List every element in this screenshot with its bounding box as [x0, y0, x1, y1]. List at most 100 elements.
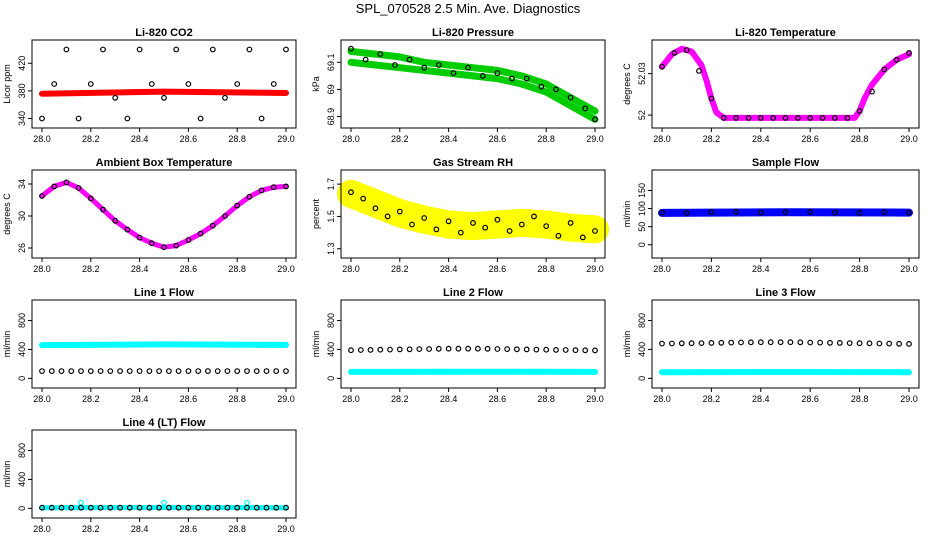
data-point: [246, 46, 253, 53]
data-point: [720, 114, 727, 121]
data-point: [450, 70, 457, 76]
chart-6: Sample Flow ml/min 28.0 28.2 28.4 28.6 28.8 29.…: [622, 157, 920, 274]
data-point: [846, 340, 853, 347]
y-axis-label: ml/min: [2, 331, 12, 358]
data-point: [283, 368, 289, 375]
data-point: [832, 114, 838, 121]
x-tick-label: 28.8: [228, 394, 246, 404]
y-tick-label: 50: [637, 222, 647, 232]
y-axis-label: percent: [311, 198, 321, 229]
y-tick-label: 0: [326, 376, 336, 381]
data-point: [592, 347, 598, 354]
plot-frame: [340, 169, 606, 259]
data-point: [470, 219, 476, 226]
data-point: [869, 88, 875, 95]
data-point: [757, 339, 764, 346]
data-point: [68, 504, 75, 511]
data-point: [844, 114, 851, 121]
data-point: [273, 368, 280, 375]
data-point: [234, 202, 241, 209]
data-point: [733, 114, 739, 121]
x-tick-label: 29.0: [586, 134, 604, 144]
data-point: [856, 107, 863, 114]
x-tick-label: 28.6: [180, 134, 198, 144]
data-point: [97, 368, 104, 375]
data-point: [117, 368, 123, 375]
data-point: [896, 340, 902, 347]
chart-3: Li-820 Temperature degrees C 28.0 28.2 28.4 2…: [622, 27, 920, 144]
data-point: [531, 213, 537, 220]
data-point: [475, 345, 481, 352]
data-point: [136, 46, 143, 53]
data-point: [836, 340, 843, 346]
x-tick-label: 28.0: [342, 264, 360, 274]
x-tick-label: 28.6: [489, 134, 507, 144]
y-tick-label: 0: [17, 506, 27, 511]
y-axis-label: ml/min: [622, 331, 632, 358]
data-point: [572, 347, 579, 354]
x-tick-label: 28.0: [33, 524, 51, 534]
data-point: [708, 209, 715, 216]
data-point: [107, 504, 114, 511]
x-tick-label: 28.0: [33, 264, 51, 274]
data-point: [553, 86, 559, 93]
x-tick-label: 28.8: [537, 394, 555, 404]
data-point: [523, 75, 530, 82]
chart-10: Line 4 (LT) Flow ml/min 28.0 28.2 28.4 28.6 28…: [2, 417, 297, 534]
data-point: [263, 504, 270, 511]
data-point: [124, 115, 131, 122]
data-point: [396, 208, 403, 215]
data-point: [112, 94, 119, 101]
data-point: [484, 345, 491, 352]
data-point: [204, 368, 211, 375]
data-point: [433, 226, 440, 233]
series-magenta-band: [39, 179, 289, 250]
chart-8: Line 2 Flow ml/min 28.0 28.2 28.4 28.6 28.8 29.…: [311, 287, 606, 404]
data-point: [906, 209, 912, 216]
data-point: [58, 368, 65, 375]
data-point: [68, 368, 75, 375]
data-point: [455, 345, 462, 352]
data-point: [348, 45, 354, 52]
x-tick-label: 28.8: [851, 264, 869, 274]
data-point: [881, 66, 888, 73]
data-point: [465, 64, 472, 71]
plot-frame: [651, 299, 920, 389]
series-magenta-band: [659, 45, 912, 121]
x-tick-label: 29.0: [586, 264, 604, 274]
chart-title: Li-820 Pressure: [432, 27, 514, 39]
data-point: [807, 339, 814, 346]
data-point: [384, 213, 391, 220]
data-point: [738, 339, 744, 346]
data-point: [659, 340, 665, 347]
x-tick-label: 28.6: [180, 264, 198, 274]
data-point: [146, 504, 153, 511]
data-point: [567, 219, 574, 226]
data-point: [78, 504, 84, 511]
data-point: [48, 368, 55, 375]
data-point: [562, 347, 569, 353]
data-point: [87, 368, 94, 375]
data-point: [348, 189, 354, 196]
data-point: [75, 185, 82, 191]
x-tick-label: 28.8: [228, 264, 246, 274]
data-point: [51, 81, 58, 87]
chart-4: Ambient Box Temperature degrees C 28.0 28.2…: [2, 157, 297, 274]
y-tick-label: 400: [326, 342, 336, 357]
chart-title: Gas Stream RH: [433, 157, 513, 169]
data-point: [63, 46, 70, 53]
y-axis-label: ml/min: [2, 461, 12, 488]
data-point: [538, 83, 545, 90]
y-tick-label: 0: [637, 376, 647, 381]
x-tick-label: 28.8: [537, 264, 555, 274]
y-tick-label: 34: [17, 179, 27, 189]
plot-frame: [31, 429, 297, 519]
data-point: [782, 209, 789, 216]
x-tick-label: 28.4: [440, 394, 458, 404]
data-point: [767, 339, 774, 346]
data-point: [797, 339, 804, 346]
data-point: [377, 51, 384, 57]
data-point: [543, 223, 550, 230]
data-point: [185, 368, 192, 375]
